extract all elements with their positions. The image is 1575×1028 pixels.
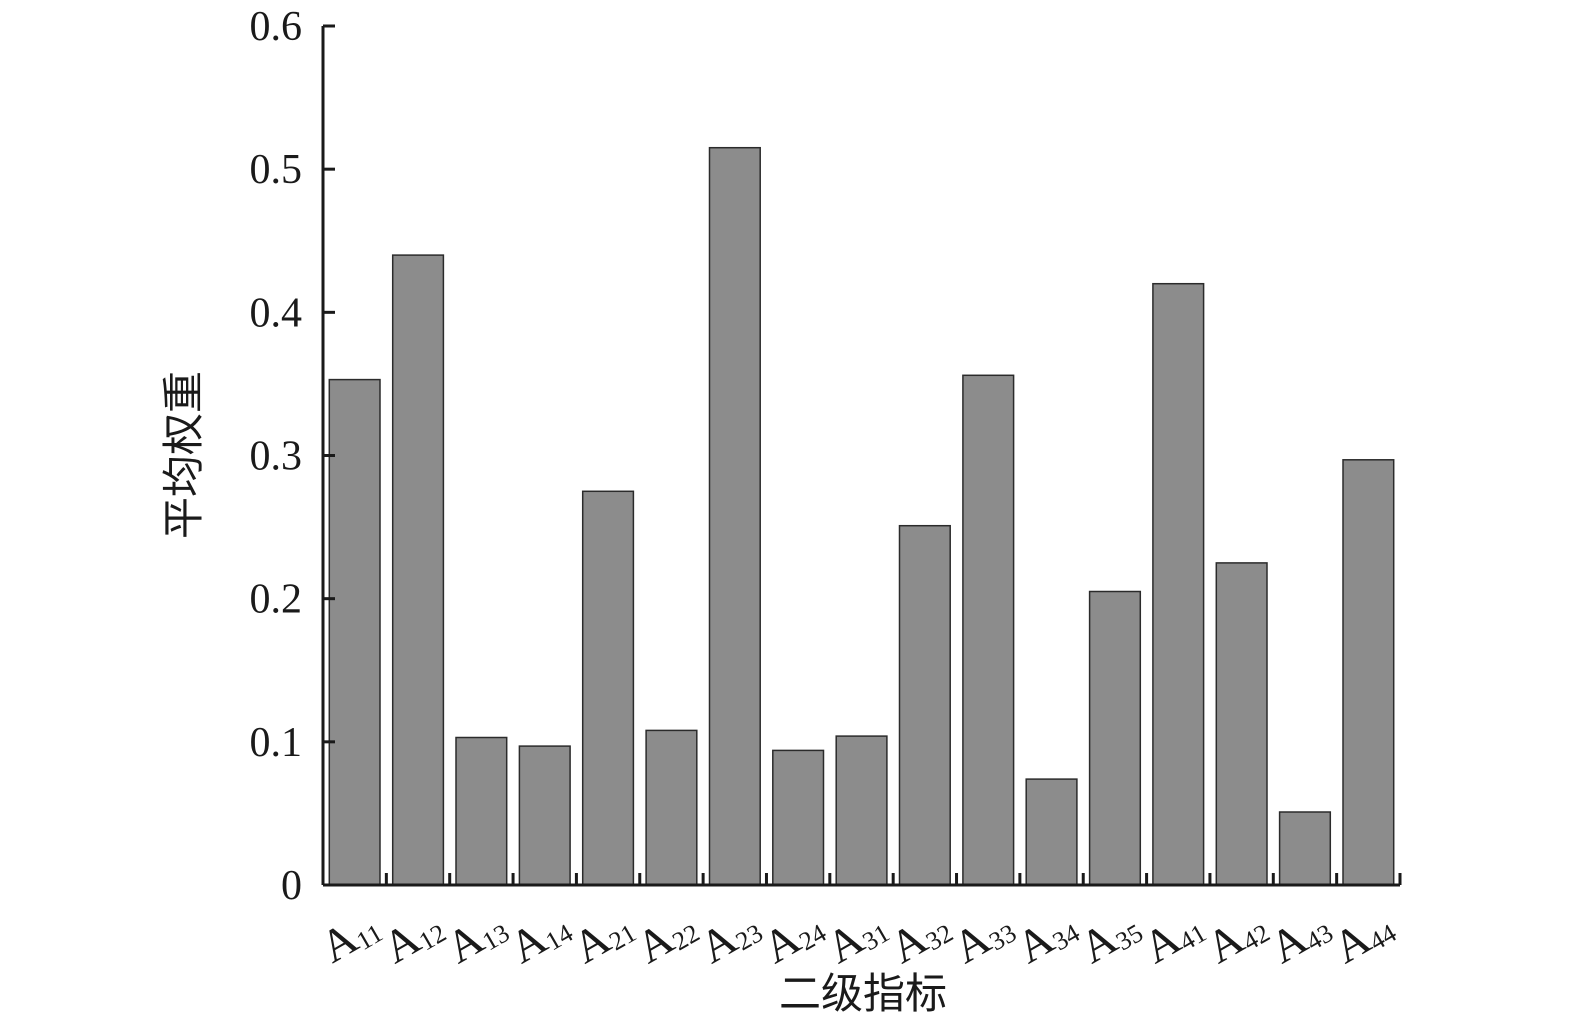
x-tick-label: A13 [438,899,515,973]
bar-A31 [835,735,888,886]
x-tick-label: A34 [1008,899,1085,973]
bar-A42 [1215,562,1268,886]
x-tick-label: A22 [628,899,705,973]
bar-A11 [328,378,381,886]
x-axis: A11A12A13A14A21A22A23A24A31A32A33A34A35A… [312,873,1402,973]
bar-A23 [708,146,761,886]
bar-A22 [645,729,698,886]
x-tick-label: A24 [754,899,831,973]
x-tick-label: A21 [564,899,641,973]
x-tick-label: A33 [944,899,1021,973]
x-tick-label: A12 [374,899,451,973]
bar-A43 [1278,811,1332,886]
x-tick-label: A44 [1325,899,1402,973]
x-tick-label: A42 [1198,899,1275,973]
y-tick-label: 0.2 [250,577,303,623]
bar-A32 [898,524,951,886]
bar-A35 [1088,590,1142,886]
x-tick-label: A41 [1135,899,1212,973]
y-tick-label: 0.3 [250,434,303,480]
x-axis-title: 二级指标 [779,969,947,1018]
bar-A33 [962,374,1015,886]
bar-A13 [455,736,508,886]
y-tick-label: 0.6 [250,4,303,50]
bar-A41 [1152,282,1205,886]
x-tick-label: A31 [818,899,895,973]
bar-A24 [772,749,825,886]
bar-A21 [581,490,635,886]
x-tick-label: A23 [691,899,768,973]
y-tick-label: 0.5 [250,147,303,193]
bar-A34 [1025,778,1078,886]
bars-group [328,146,1395,886]
y-axis: 0 0.1 0.2 0.3 0.4 0.5 0.6 [250,4,335,909]
x-tick-label: A11 [312,899,388,972]
x-tick-label: A14 [501,899,578,973]
y-axis-title: 平均权重 [159,371,208,539]
x-tick-label: A35 [1071,899,1148,973]
y-tick-label: 0.1 [250,720,303,766]
y-tick-label: 0 [281,863,302,909]
bar-A44 [1342,459,1395,886]
x-tick-label: A43 [1261,899,1338,973]
bar-A14 [518,745,571,886]
x-tick-label: A32 [881,899,958,973]
y-tick-label: 0.4 [250,290,303,336]
bar-A12 [391,254,445,886]
